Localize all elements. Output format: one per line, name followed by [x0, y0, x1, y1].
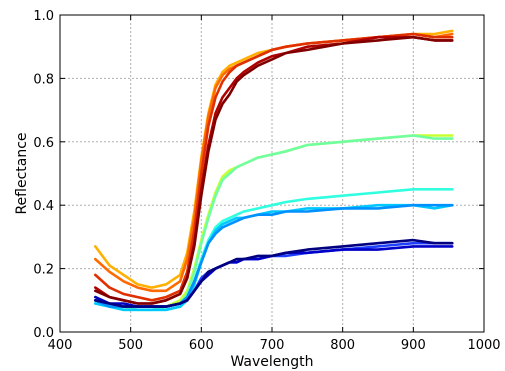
- y-tick-label: 0.0: [33, 326, 54, 341]
- y-tick-label: 0.2: [33, 263, 54, 278]
- series-line: [94, 32, 454, 302]
- x-tick-label: 800: [330, 338, 355, 353]
- series-line: [94, 35, 454, 305]
- series-line: [94, 134, 454, 308]
- series-line: [94, 29, 454, 289]
- series-line: [94, 203, 454, 312]
- y-axis-label: Reflectance: [14, 132, 30, 214]
- x-tick-label: 400: [48, 338, 73, 353]
- x-tick-label: 700: [260, 338, 285, 353]
- x-tick-label: 600: [189, 338, 214, 353]
- y-tick-label: 0.8: [33, 72, 54, 87]
- series-line: [94, 238, 454, 308]
- x-tick-label: 900: [401, 338, 426, 353]
- x-axis-label: Wavelength: [230, 354, 313, 370]
- y-tick-label: 0.6: [33, 136, 54, 151]
- axis-ticks: 400 500 600 700 800 900 1000 0.0 0.2 0.4 0.6 0.8 1.0: [33, 9, 500, 353]
- series-lines: [94, 29, 454, 312]
- series-line: [94, 32, 454, 293]
- grid: [60, 15, 484, 332]
- x-tick-label: 500: [118, 338, 143, 353]
- y-tick-label: 0.4: [33, 199, 54, 214]
- series-line: [94, 241, 454, 308]
- series-line: [94, 134, 454, 312]
- y-tick-label: 1.0: [33, 9, 54, 24]
- x-tick-label: 1000: [467, 338, 500, 353]
- series-line: [94, 35, 454, 305]
